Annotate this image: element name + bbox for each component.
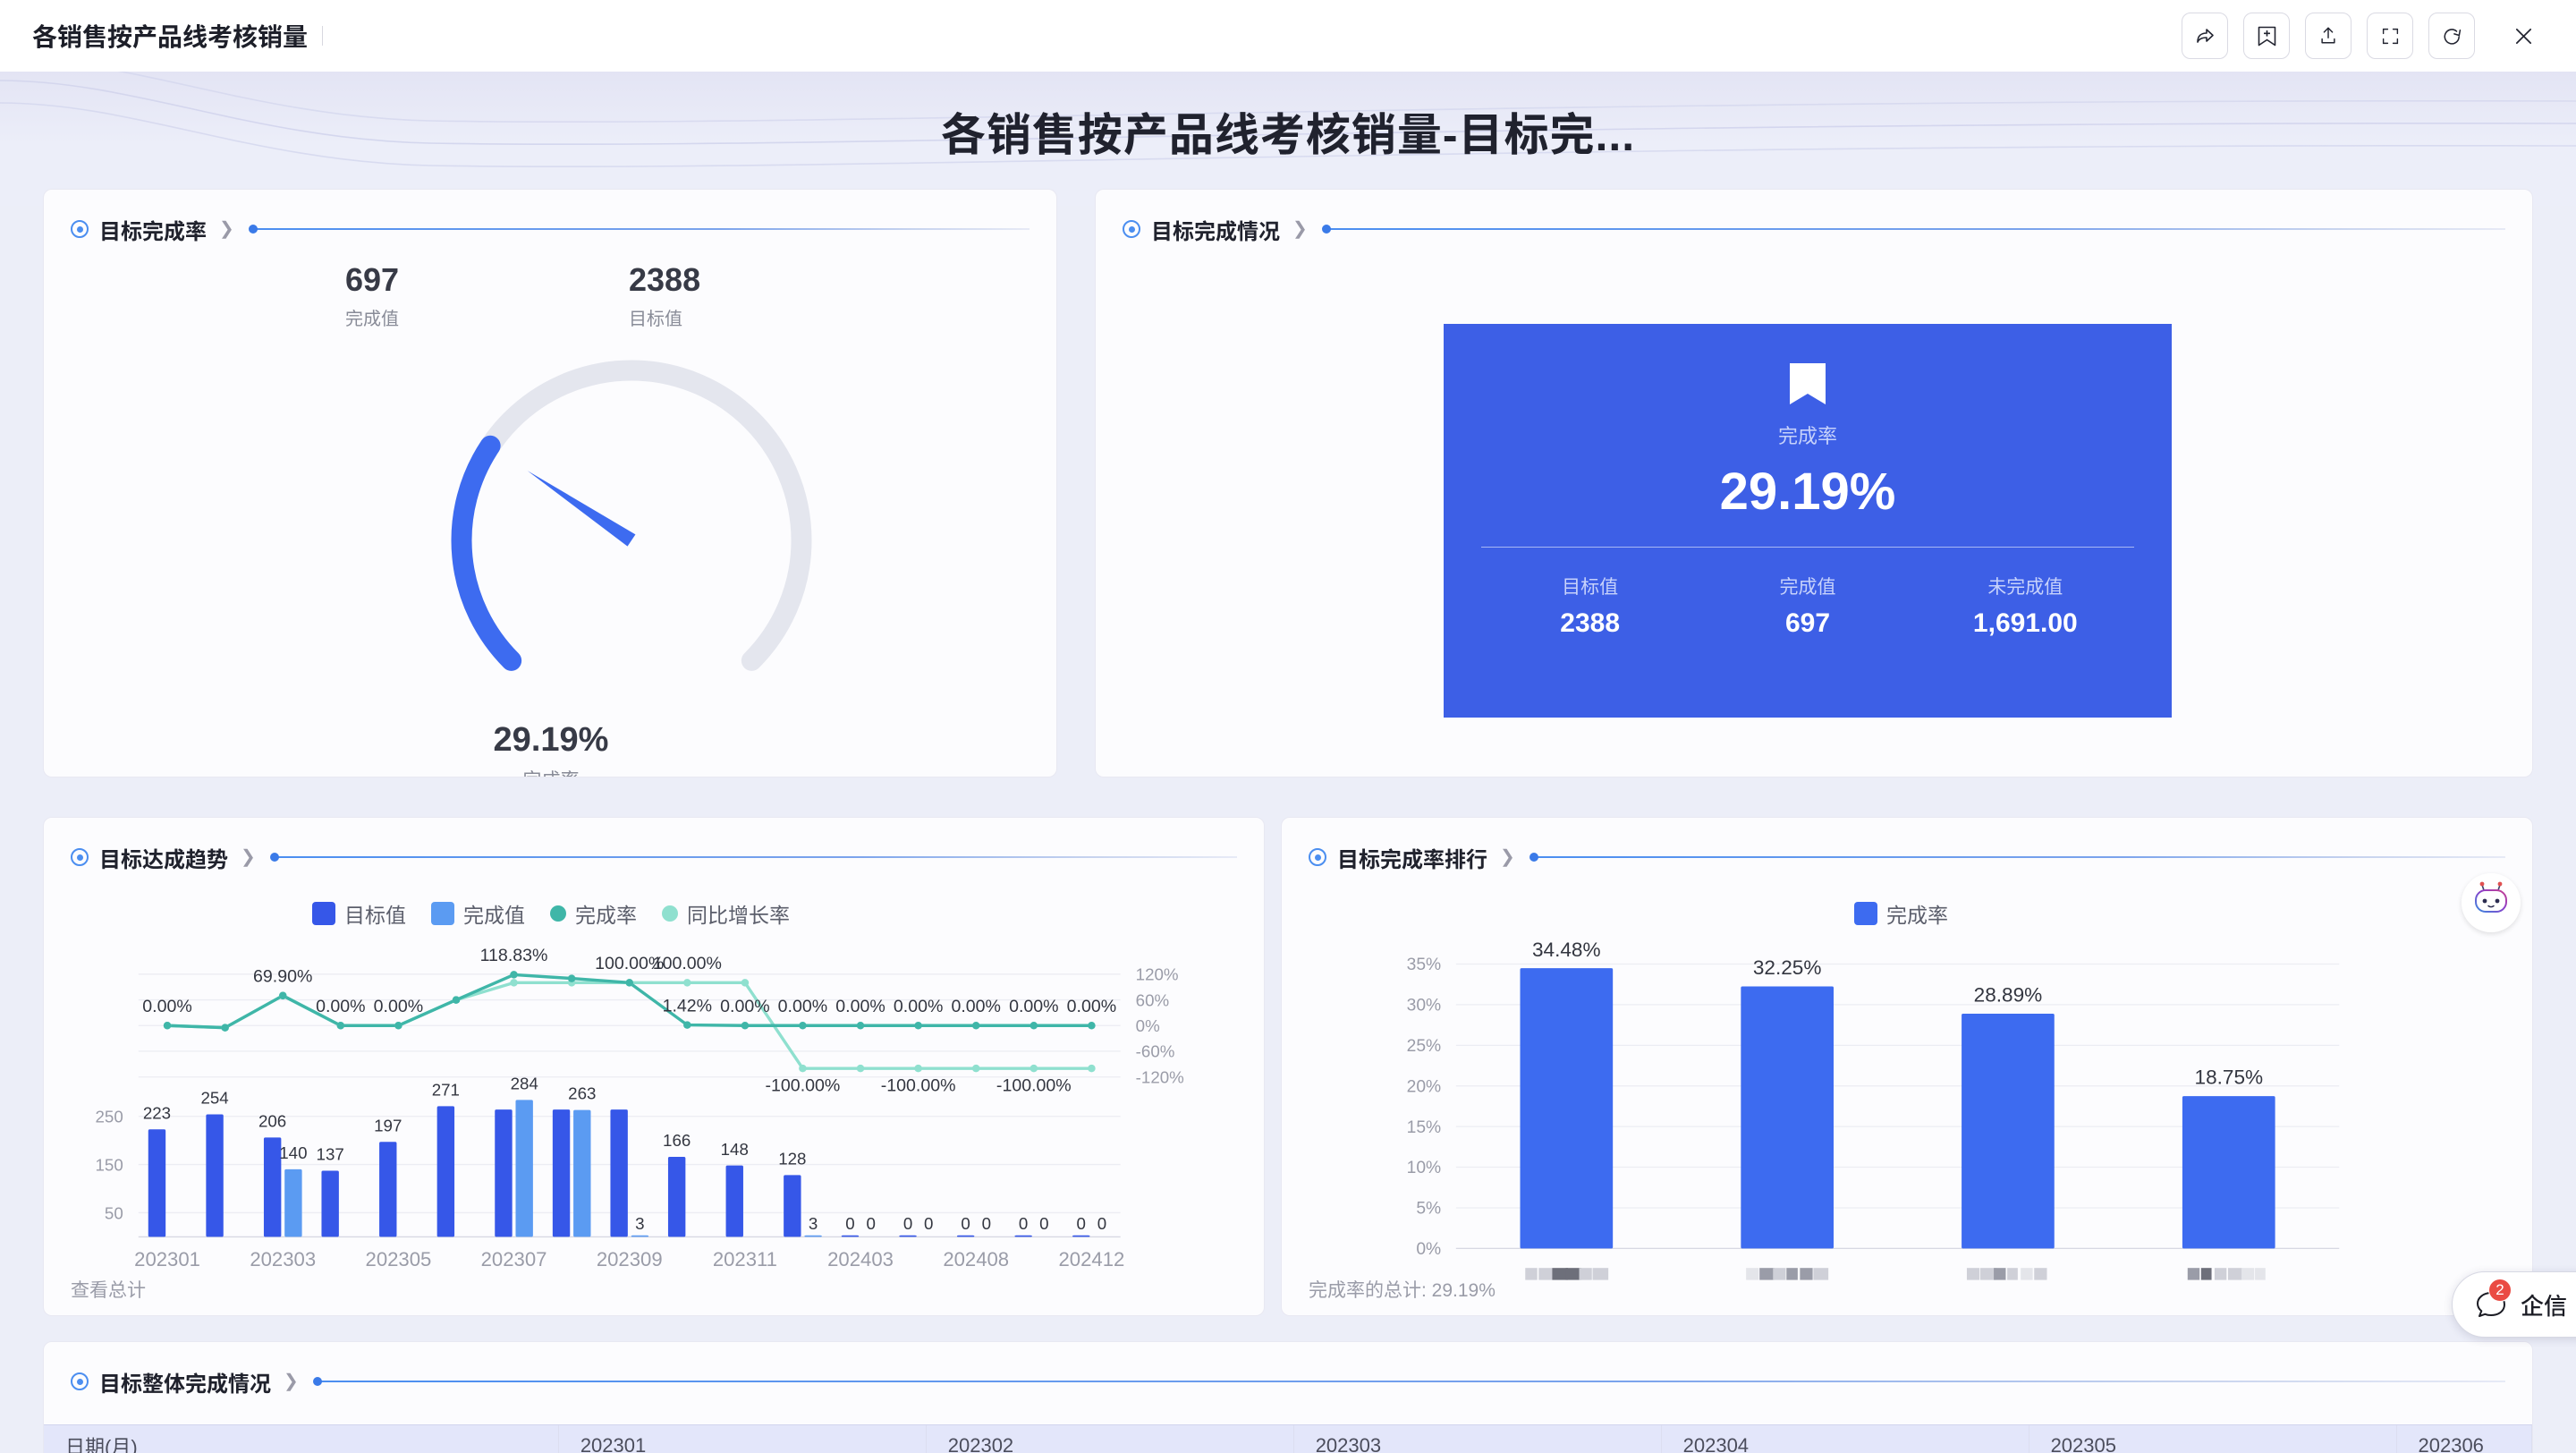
svg-text:0: 0	[845, 1214, 854, 1233]
svg-text:0: 0	[1039, 1214, 1048, 1233]
svg-text:0%: 0%	[1136, 1016, 1160, 1035]
svg-text:0.00%: 0.00%	[374, 997, 423, 1016]
svg-text:-60%: -60%	[1136, 1042, 1175, 1061]
svg-text:137: 137	[317, 1145, 344, 1164]
svg-text:206: 206	[258, 1111, 286, 1130]
svg-text:202309: 202309	[597, 1248, 663, 1270]
svg-text:0.00%: 0.00%	[1067, 997, 1116, 1016]
svg-text:32.25%: 32.25%	[1753, 956, 1822, 979]
svg-text:202305: 202305	[366, 1248, 432, 1270]
svg-text:128: 128	[778, 1149, 806, 1168]
svg-text:150: 150	[96, 1155, 123, 1174]
svg-text:0.00%: 0.00%	[1009, 997, 1058, 1016]
svg-text:166: 166	[663, 1131, 691, 1150]
svg-text:0: 0	[961, 1214, 970, 1233]
svg-text:197: 197	[374, 1116, 402, 1134]
svg-text:118.83%: 118.83%	[480, 946, 548, 965]
svg-text:-100.00%: -100.00%	[881, 1076, 956, 1096]
svg-text:0.00%: 0.00%	[778, 997, 827, 1016]
svg-text:20%: 20%	[1407, 1077, 1442, 1096]
svg-text:0.00%: 0.00%	[894, 997, 943, 1016]
svg-text:-100.00%: -100.00%	[766, 1076, 841, 1096]
svg-text:202408: 202408	[943, 1248, 1009, 1270]
svg-text:-120%: -120%	[1136, 1068, 1184, 1087]
svg-text:0.00%: 0.00%	[835, 997, 885, 1016]
svg-text:34.48%: 34.48%	[1532, 939, 1601, 961]
svg-text:202303: 202303	[250, 1248, 316, 1270]
svg-text:60%: 60%	[1136, 990, 1169, 1009]
svg-text:0: 0	[924, 1214, 933, 1233]
svg-text:10%: 10%	[1407, 1159, 1442, 1177]
svg-text:271: 271	[432, 1080, 460, 1099]
svg-text:3: 3	[809, 1214, 818, 1233]
svg-text:28.89%: 28.89%	[1974, 984, 2043, 1007]
svg-text:202301: 202301	[134, 1248, 200, 1270]
svg-text:254: 254	[200, 1089, 228, 1108]
svg-text:0.00%: 0.00%	[316, 997, 365, 1016]
svg-text:30%: 30%	[1407, 997, 1442, 1015]
svg-text:1.42%: 1.42%	[663, 996, 712, 1015]
svg-text:0: 0	[982, 1214, 991, 1233]
svg-text:202412: 202412	[1059, 1248, 1125, 1270]
svg-text:148: 148	[721, 1140, 749, 1159]
svg-text:250: 250	[96, 1108, 123, 1126]
svg-text:15%: 15%	[1407, 1118, 1442, 1137]
svg-text:3: 3	[635, 1214, 644, 1233]
svg-text:5%: 5%	[1416, 1200, 1441, 1219]
svg-text:202307: 202307	[481, 1248, 547, 1270]
svg-text:0: 0	[1019, 1214, 1028, 1233]
svg-text:202311: 202311	[713, 1248, 777, 1270]
svg-text:0: 0	[1097, 1214, 1106, 1233]
svg-text:69.90%: 69.90%	[253, 966, 312, 986]
svg-text:0.00%: 0.00%	[951, 997, 1000, 1016]
svg-text:263: 263	[568, 1084, 596, 1103]
svg-text:0: 0	[903, 1214, 912, 1233]
svg-text:25%: 25%	[1407, 1037, 1442, 1056]
svg-text:202403: 202403	[827, 1248, 894, 1270]
svg-text:50: 50	[105, 1203, 123, 1222]
svg-text:18.75%: 18.75%	[2195, 1066, 2264, 1089]
svg-text:0.00%: 0.00%	[720, 997, 769, 1016]
svg-text:-100.00%: -100.00%	[996, 1076, 1072, 1096]
svg-text:35%: 35%	[1407, 956, 1442, 974]
svg-text:284: 284	[511, 1074, 538, 1092]
svg-text:0: 0	[866, 1214, 875, 1233]
svg-text:100.00%: 100.00%	[653, 954, 722, 973]
svg-text:0%: 0%	[1416, 1240, 1441, 1259]
svg-text:120%: 120%	[1136, 965, 1179, 984]
svg-text:0.00%: 0.00%	[142, 997, 191, 1016]
svg-text:140: 140	[279, 1143, 307, 1162]
svg-text:223: 223	[143, 1103, 171, 1122]
svg-text:0: 0	[1077, 1214, 1086, 1233]
